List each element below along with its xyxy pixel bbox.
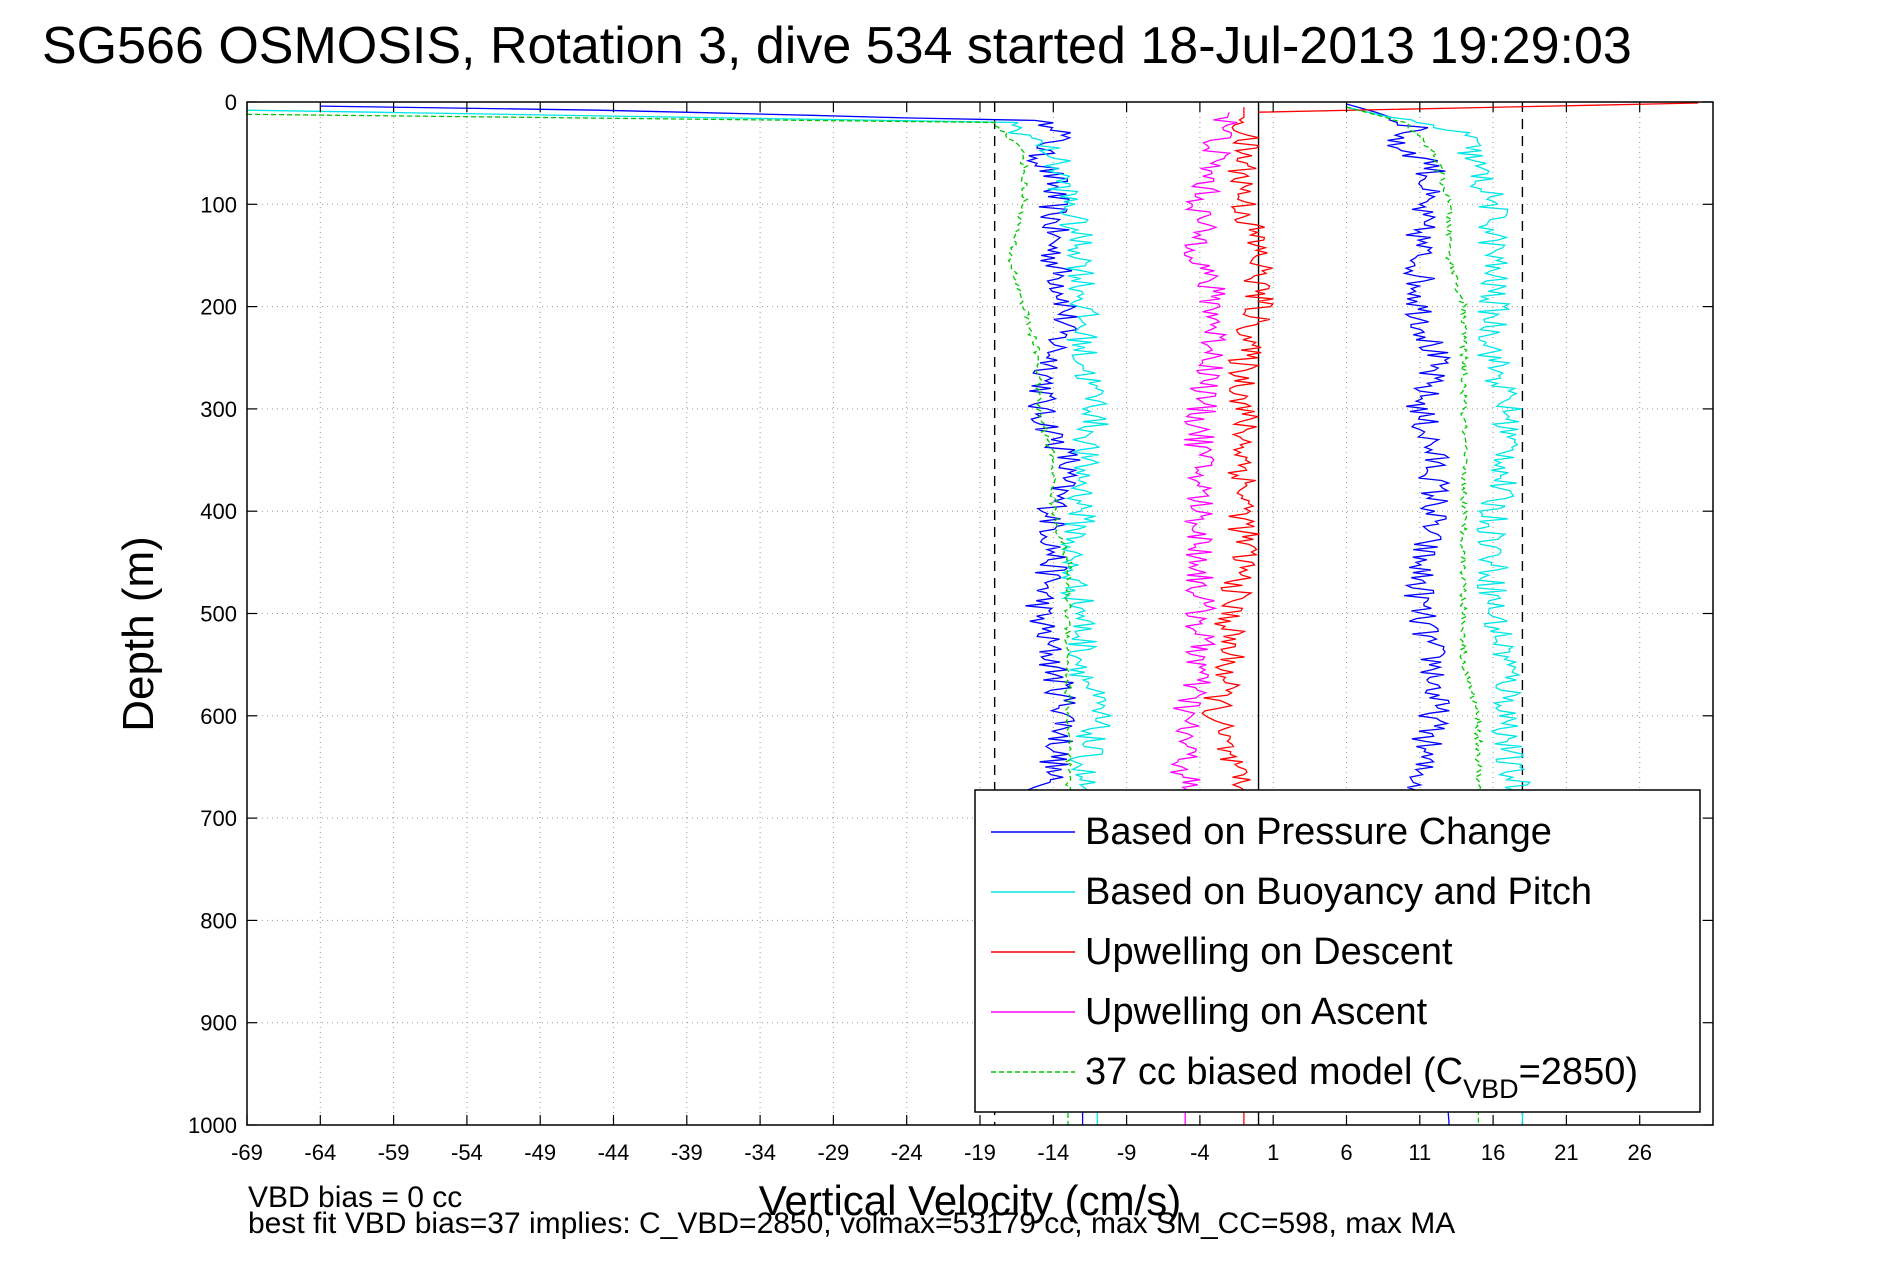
y-tick-label: 900 <box>200 1011 237 1036</box>
x-tick-label: -69 <box>231 1140 263 1165</box>
x-tick-label: -19 <box>964 1140 996 1165</box>
chart-title: SG566 OSMOSIS, Rotation 3, dive 534 star… <box>42 17 1632 75</box>
x-tick-label: 16 <box>1481 1140 1505 1165</box>
y-tick-label: 100 <box>200 192 237 217</box>
x-tick-label: -24 <box>891 1140 923 1165</box>
x-tick-label: -64 <box>304 1140 336 1165</box>
x-tick-label: 21 <box>1554 1140 1578 1165</box>
x-tick-label: -14 <box>1037 1140 1069 1165</box>
x-tick-label: -39 <box>671 1140 703 1165</box>
x-tick-label: -34 <box>744 1140 776 1165</box>
y-tick-label: 0 <box>225 90 237 115</box>
y-tick-label: 500 <box>200 602 237 627</box>
y-tick-label: 1000 <box>188 1113 237 1138</box>
legend-label: Upwelling on Descent <box>1085 931 1453 973</box>
y-axis-label: Depth (m) <box>114 536 163 732</box>
x-tick-label: 6 <box>1340 1140 1352 1165</box>
x-tick-label: -59 <box>378 1140 410 1165</box>
x-axis-ticks: -69 -64 -59 -54 -49 -44 -39 -34 -29 -24 -19 -14 -9 -4… <box>231 102 1652 1165</box>
x-tick-label: 11 <box>1408 1140 1431 1165</box>
y-tick-label: 400 <box>200 499 237 524</box>
y-tick-label: 600 <box>200 704 237 729</box>
x-tick-label: -4 <box>1190 1140 1210 1165</box>
y-tick-label: 300 <box>200 397 237 422</box>
legend-label: Based on Pressure Change <box>1085 811 1552 853</box>
legend-label: Based on Buoyancy and Pitch <box>1085 871 1592 913</box>
series-line <box>1258 102 1699 113</box>
series-line <box>246 113 1074 1125</box>
x-tick-label: 26 <box>1627 1140 1651 1165</box>
y-axis-ticks: 0 100 200 300 400 500 600 700 800 900 1000 <box>188 90 1713 1138</box>
x-tick-label: -44 <box>598 1140 630 1165</box>
gridlines <box>246 101 1713 1126</box>
x-tick-label: 1 <box>1267 1140 1279 1165</box>
x-tick-label: -9 <box>1117 1140 1137 1165</box>
y-tick-label: 200 <box>200 295 237 320</box>
x-tick-label: -49 <box>524 1140 556 1165</box>
footer-best-fit: best fit VBD bias=37 implies: C_VBD=2850… <box>248 1207 1456 1240</box>
legend: Based on Pressure Change Based on Buoyanc… <box>974 789 1701 1113</box>
y-tick-label: 700 <box>200 806 237 831</box>
legend-label: Upwelling on Ascent <box>1085 991 1428 1033</box>
x-tick-label: -54 <box>451 1140 483 1165</box>
x-axis-label: Vertical Velocity (cm/s) <box>759 1177 1181 1224</box>
x-tick-label: -29 <box>818 1140 850 1165</box>
y-tick-label: 800 <box>200 908 237 933</box>
footer-vbd-bias: VBD bias = 0 cc <box>248 1181 463 1214</box>
legend-box <box>974 789 1701 1113</box>
